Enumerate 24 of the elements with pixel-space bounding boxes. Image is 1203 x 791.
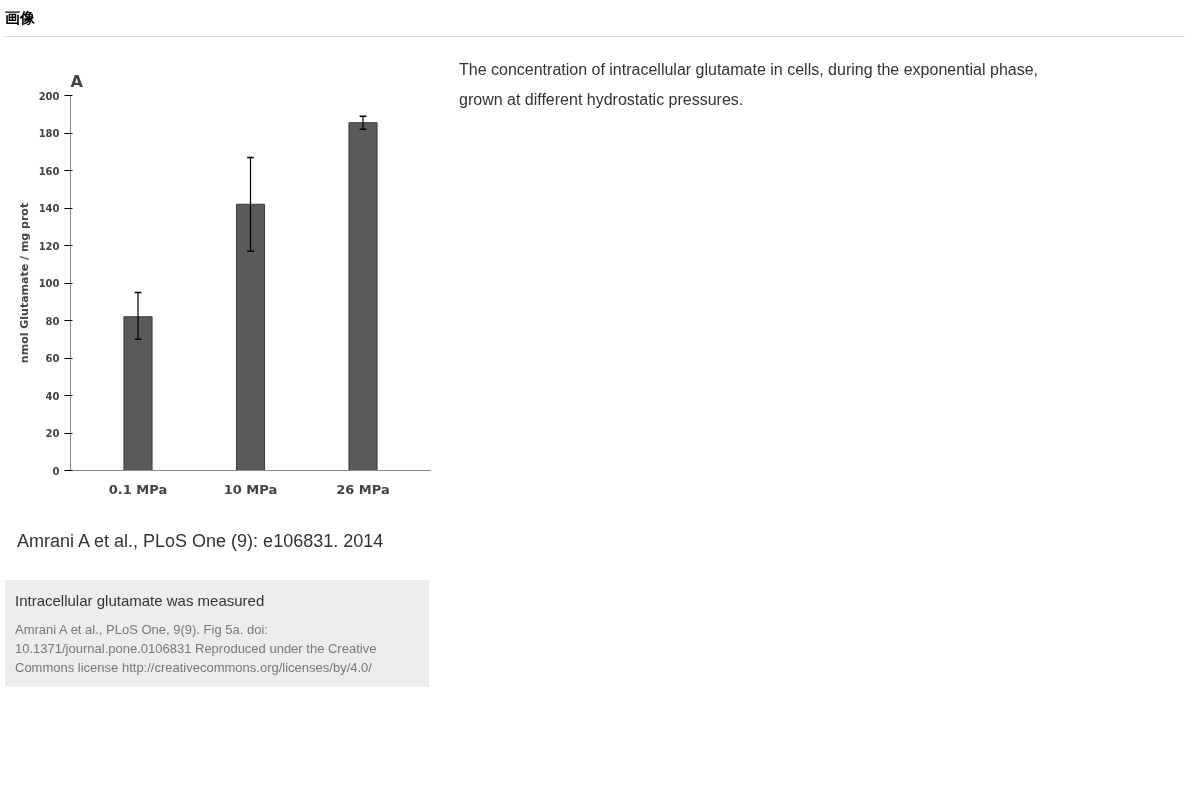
bar: [235, 203, 266, 471]
y-tick-label: 100: [38, 278, 60, 289]
text: 画像: [5, 5, 1185, 37]
y-tick-label: 20: [45, 428, 60, 439]
y-tick-label: 180: [38, 128, 60, 139]
text: The concentration of intracellular glutamate in cells, during the exponential phase, grown at different hydrostatic pressures.: [459, 60, 1039, 111]
y-tick-label: 0: [52, 465, 60, 477]
y-tick-label: 200: [38, 90, 60, 102]
bar: [348, 122, 378, 471]
y-tick-label: 80: [45, 315, 60, 327]
x-tick-label: 26 MPa: [336, 481, 390, 497]
text: A: [70, 71, 84, 91]
y-tick-label: 40: [45, 390, 60, 402]
y-tick-label: 140: [38, 203, 60, 214]
y-tick-label: 60: [45, 353, 60, 364]
bar: [123, 316, 153, 471]
x-tick-label: 10 MPa: [223, 481, 278, 497]
text: Amrani A et al., PLoS One (9): e106831. 2014: [16, 530, 384, 553]
y-tick-label: 120: [38, 240, 60, 252]
text: Amrani A et al., PLoS One, 9(9). Fig 5a. doi: 10.1371/journal.pone.0106831 Reproduced under the Creative Commons license http://creativecommons.org/licenses/by/4.0/: [15, 621, 378, 677]
y-axis-title: nmol Glutamate / mg prot: [17, 202, 31, 364]
text: Intracellular glutamate was measured: [15, 591, 266, 611]
x-tick-label: 0.1 MPa: [108, 481, 168, 497]
y-tick-label: 160: [38, 165, 60, 177]
